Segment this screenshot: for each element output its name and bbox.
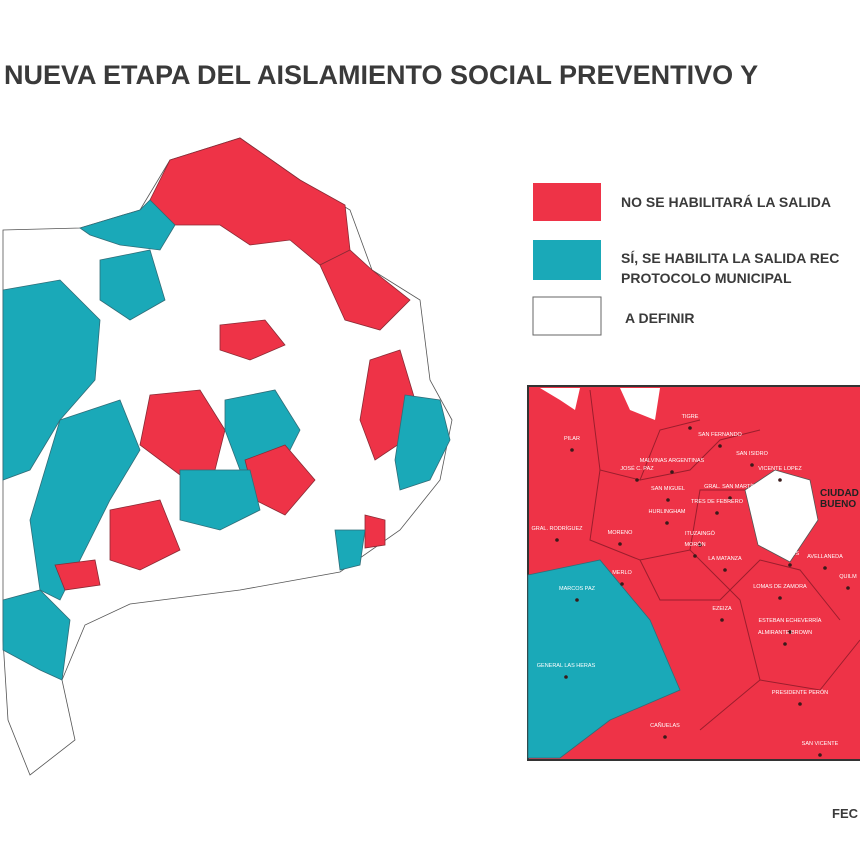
locality-label: JOSÉ C. PAZ [620, 465, 654, 472]
locality-dot [564, 675, 568, 679]
region-red [364, 514, 386, 549]
region-teal [527, 559, 681, 759]
locality-dot [635, 478, 639, 482]
locality-dot [663, 735, 667, 739]
locality-label: SAN FERNANDO [698, 432, 742, 438]
footer-text: FEC [832, 806, 859, 821]
locality-label: MALVINAS ARGENTINAS [640, 458, 705, 464]
legend-label: A DEFINIR [625, 310, 694, 326]
locality-dot [555, 538, 559, 542]
locality-dot [620, 582, 624, 586]
locality-dot [715, 511, 719, 515]
region-teal [179, 469, 261, 531]
locality-label: SAN MIGUEL [651, 486, 685, 492]
locality-label: MARCOS PAZ [559, 586, 596, 592]
inset-map [527, 385, 860, 761]
locality-dot [723, 568, 727, 572]
legend-label: NO SE HABILITARÁ LA SALIDA [621, 194, 831, 210]
legend-label: PROTOCOLO MUNICIPAL [621, 270, 792, 286]
legend-label: SÍ, SE HABILITA LA SALIDA REC [621, 250, 839, 266]
region-red [109, 499, 181, 571]
locality-label: LA MATANZA [708, 556, 742, 562]
locality-dot [750, 463, 754, 467]
locality-dot [788, 563, 792, 567]
region-teal [334, 529, 366, 571]
locality-dot [666, 498, 670, 502]
locality-label: GRAL. RODRÍGUEZ [531, 525, 583, 532]
locality-dot [698, 543, 702, 547]
region-white [620, 388, 660, 420]
locality-label: GENERAL LAS HERAS [537, 663, 596, 669]
locality-label: ITUZAINGÓ [685, 530, 716, 537]
locality-dot [618, 542, 622, 546]
locality-label: EZEIZA [712, 606, 732, 612]
locality-dot [788, 630, 792, 634]
locality-label: VICENTE LOPEZ [758, 466, 802, 472]
locality-label: LANÚS [781, 550, 800, 557]
province-map [2, 137, 453, 776]
locality-label: ESTEBAN ECHEVERRÍA [759, 617, 822, 624]
city-label: CIUDAD [820, 488, 859, 499]
locality-dot [778, 596, 782, 600]
locality-dot [823, 566, 827, 570]
locality-label: CAÑUELAS [650, 722, 680, 729]
locality-dot [688, 426, 692, 430]
legend-swatch [533, 240, 601, 280]
locality-label: PILAR [564, 436, 580, 442]
locality-dot [665, 521, 669, 525]
locality-dot [783, 642, 787, 646]
inset-borders [589, 389, 860, 731]
locality-dot [670, 470, 674, 474]
locality-dot [575, 598, 579, 602]
region-teal [2, 279, 101, 481]
region-teal [29, 399, 141, 601]
locality-dot [778, 478, 782, 482]
region-teal [394, 394, 451, 491]
locality-label: SAN ISIDRO [736, 451, 769, 457]
region-red [319, 249, 411, 331]
locality-dot [718, 444, 722, 448]
locality-label: PRESIDENTE PERÓN [772, 689, 828, 696]
locality-dot [798, 702, 802, 706]
legend-swatch [532, 296, 602, 336]
region-white [540, 388, 580, 410]
locality-label: SAN VICENTE [802, 741, 839, 747]
region-red [219, 319, 286, 361]
locality-label: AVELLANEDA [807, 554, 843, 560]
locality-label: HURLINGHAM [649, 509, 686, 515]
city-label: BUENO [820, 499, 856, 510]
locality-dot [818, 753, 822, 757]
locality-dot [846, 586, 850, 590]
locality-label: TRES DE FEBRERO [691, 499, 744, 505]
locality-label: MORENO [608, 530, 633, 536]
locality-label: GRAL. SAN MARTÍN [704, 483, 756, 490]
locality-label: TIGRE [682, 414, 699, 420]
locality-dot [570, 448, 574, 452]
region-red [54, 559, 101, 591]
locality-label: QUILM [839, 574, 857, 580]
legend-swatch [533, 183, 601, 221]
region-teal [99, 249, 166, 321]
locality-label: LOMAS DE ZAMORA [753, 584, 807, 590]
locality-label: ALMIRANTE BROWN [758, 630, 812, 636]
locality-label: MORÓN [684, 541, 705, 548]
locality-dot [720, 618, 724, 622]
locality-dot [693, 554, 697, 558]
region-teal [79, 199, 176, 251]
legend [532, 183, 602, 336]
locality-label: MERLO [612, 570, 632, 576]
title: NUEVA ETAPA DEL AISLAMIENTO SOCIAL PREVE… [4, 60, 758, 90]
region-white [744, 469, 819, 563]
locality-dot [728, 496, 732, 500]
region-teal [2, 589, 71, 681]
